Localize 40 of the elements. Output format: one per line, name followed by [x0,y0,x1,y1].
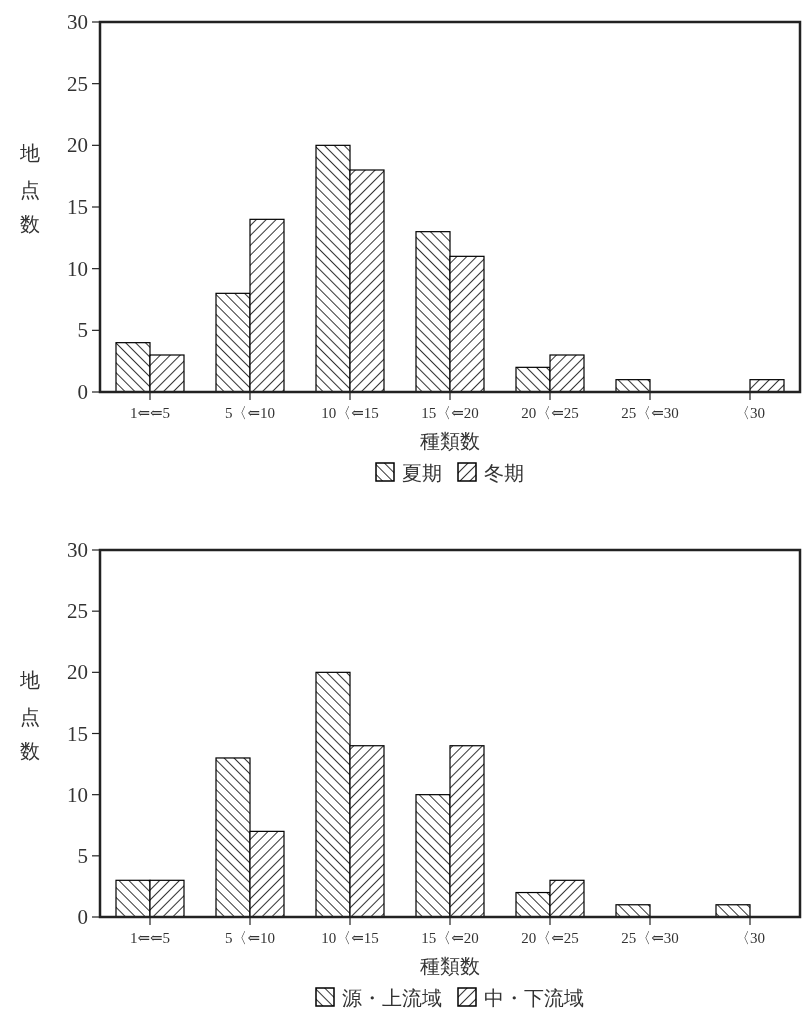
x-tick-label: 20〈⇐25 [521,405,579,421]
y-axis-title: 地点数 [19,653,41,762]
bar [749,379,785,393]
x-tick-label: 25〈⇐30 [621,405,679,421]
bar [715,904,751,918]
x-tick-label: 〈30 [735,930,765,946]
x-tick-label: 15〈⇐20 [421,930,479,946]
x-tick-label: 1⇐⇐5 [129,930,171,946]
y-tick-label: 5 [77,318,88,343]
y-tick-label: 20 [67,133,88,158]
x-tick-label: 20〈⇐25 [521,930,579,946]
x-tick-label: 10〈⇐15 [321,405,379,421]
x-tick-label: 5〈⇐10 [224,405,276,421]
y-tick-label: 30 [67,10,88,34]
legend-label: 源・上流域 [342,987,442,1009]
legend-label: 冬期 [484,462,524,484]
y-tick-label: 25 [67,71,88,96]
y-tick-label: 10 [67,256,88,281]
x-tick-label: 5〈⇐10 [224,930,276,946]
x-tick-label: 25〈⇐30 [621,930,679,946]
x-tick-label: 10〈⇐15 [321,930,379,946]
x-axis-title: 種類数 [420,430,480,452]
y-tick-label: 15 [67,195,88,219]
y-tick-label: 25 [67,599,88,624]
y-tick-label: 15 [67,721,88,746]
x-tick-label: 1⇐⇐5 [129,405,171,421]
x-tick-label: 15〈⇐20 [421,405,479,421]
legend-label: 中・下流域 [484,987,584,1009]
y-axis-title: 地点数 [19,127,41,235]
y-tick-label: 0 [77,905,88,929]
x-axis-title: 種類数 [420,955,480,977]
y-tick-label: 0 [77,380,88,404]
legend-label: 夏期 [402,462,442,484]
bar [615,379,651,393]
bar [615,904,651,918]
y-tick-label: 20 [67,660,88,685]
y-tick-label: 30 [67,538,88,562]
y-tick-label: 10 [67,782,88,807]
x-tick-label: 〈30 [735,405,765,421]
y-tick-label: 5 [77,843,88,868]
